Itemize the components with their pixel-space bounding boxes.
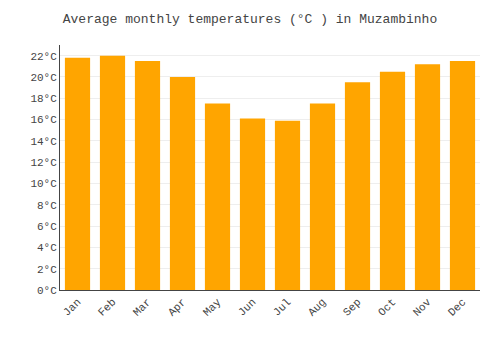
svg-text:Sep: Sep [341,296,363,318]
svg-text:4°C: 4°C [37,242,57,254]
svg-text:Mar: Mar [131,296,153,318]
svg-text:0°C: 0°C [37,285,57,297]
svg-text:6°C: 6°C [37,221,57,233]
svg-text:20°C: 20°C [30,72,57,84]
svg-text:18°C: 18°C [30,93,57,105]
svg-text:10°C: 10°C [30,178,57,190]
svg-text:2°C: 2°C [37,264,57,276]
svg-text:Aug: Aug [306,296,328,318]
svg-text:Oct: Oct [376,296,398,318]
svg-text:Average monthly temperatures (: Average monthly temperatures (°C ) in Mu… [63,12,437,27]
svg-text:Jan: Jan [61,296,83,318]
svg-text:Jun: Jun [236,296,258,318]
svg-text:May: May [201,296,224,319]
svg-text:Dec: Dec [446,296,468,318]
svg-text:Jul: Jul [271,296,293,318]
svg-text:Apr: Apr [166,296,188,318]
svg-text:16°C: 16°C [30,114,57,126]
svg-text:8°C: 8°C [37,200,57,212]
svg-text:Feb: Feb [96,296,118,318]
svg-text:12°C: 12°C [30,157,57,169]
svg-text:14°C: 14°C [30,136,57,148]
svg-text:22°C: 22°C [30,51,57,63]
svg-text:Nov: Nov [411,296,434,319]
